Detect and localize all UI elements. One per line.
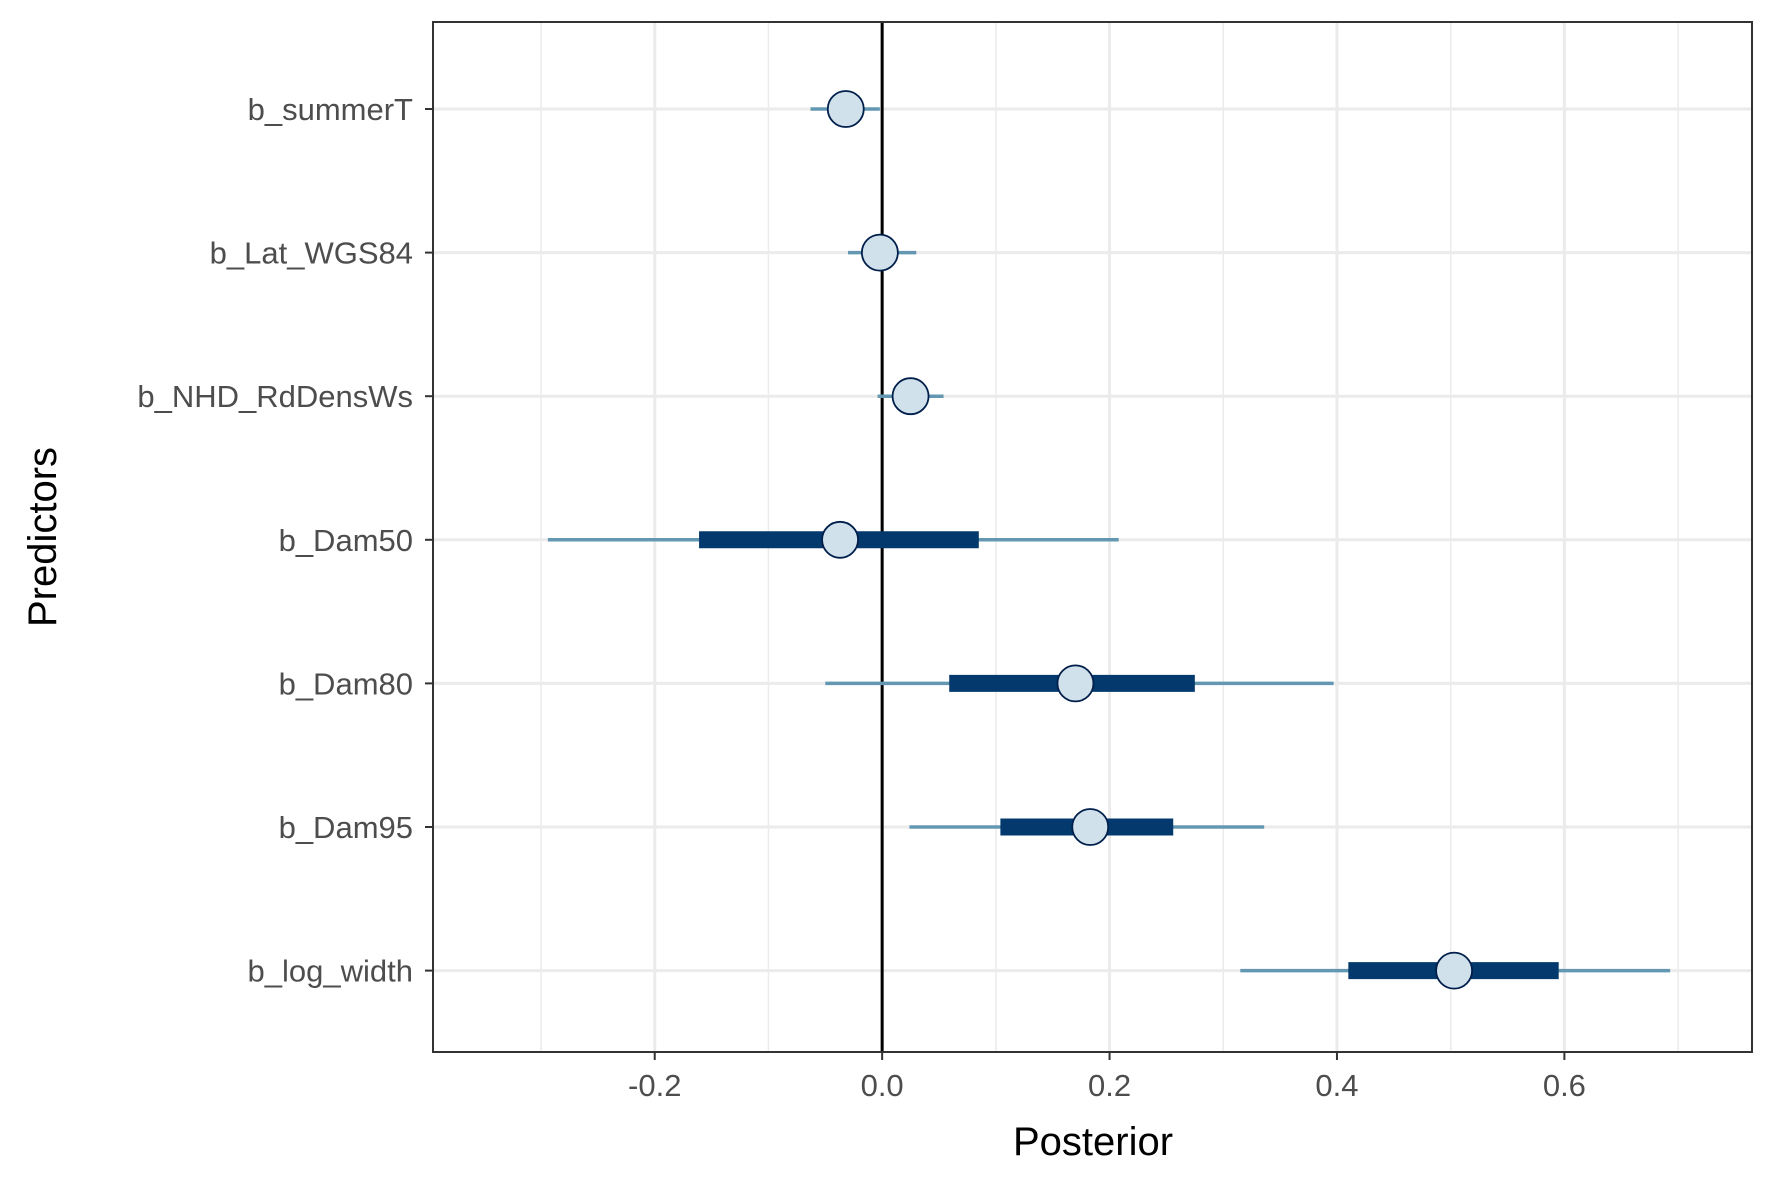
x-axis: -0.2 0.0 0.2 0.4 0.6 bbox=[628, 1052, 1586, 1103]
x-tick-label: -0.2 bbox=[628, 1068, 681, 1103]
y-axis: b_summerT b_Lat_WGS84 b_NHD_RdDensWs b_Dam5… bbox=[137, 92, 433, 989]
median-point bbox=[1071, 808, 1110, 846]
median-point bbox=[1056, 664, 1095, 703]
y-tick-label: b_Dam80 bbox=[279, 666, 413, 701]
y-tick-label: b_log_width bbox=[248, 954, 413, 989]
median-point bbox=[826, 90, 865, 128]
y-tick-label: b_Lat_WGS84 bbox=[210, 236, 413, 271]
x-tick-label: 0.6 bbox=[1543, 1068, 1586, 1103]
x-axis-title: Posterior bbox=[1013, 1120, 1173, 1164]
y-tick-label: b_Dam95 bbox=[279, 810, 413, 845]
x-tick-label: 0.2 bbox=[1088, 1068, 1131, 1103]
x-tick-label: 0.4 bbox=[1315, 1068, 1358, 1103]
x-tick-label: 0.0 bbox=[861, 1068, 904, 1103]
y-tick-label: b_NHD_RdDensWs bbox=[137, 379, 413, 414]
panel-border bbox=[432, 21, 1753, 1053]
median-point bbox=[891, 377, 930, 416]
median-point bbox=[821, 520, 859, 559]
median-point bbox=[860, 233, 899, 272]
intervals bbox=[547, 90, 1671, 990]
y-tick-label: b_summerT bbox=[248, 92, 413, 127]
y-axis-title: Predictors bbox=[21, 447, 65, 627]
y-tick-label: b_Dam50 bbox=[279, 523, 413, 558]
median-point bbox=[1435, 951, 1473, 990]
